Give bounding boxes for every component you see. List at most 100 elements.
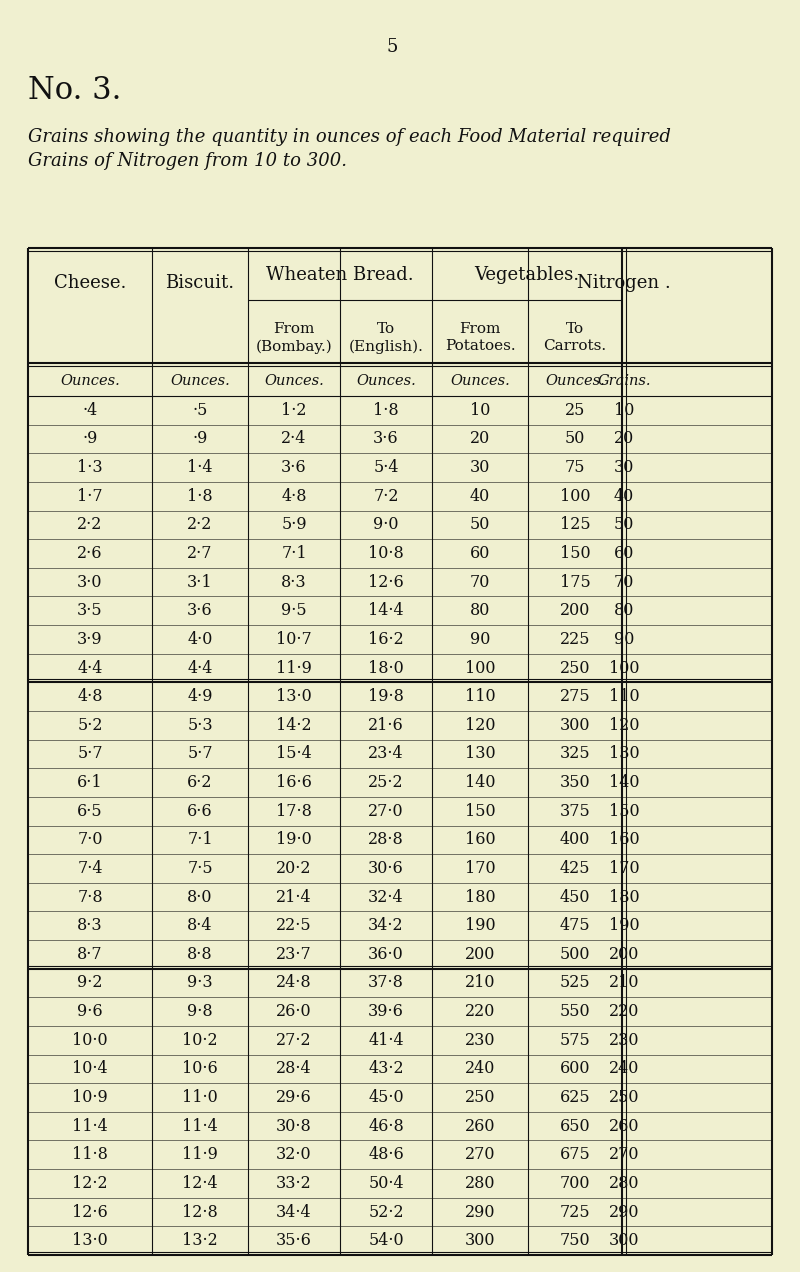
Text: 225: 225 [560, 631, 590, 647]
Text: 13·0: 13·0 [276, 688, 312, 705]
Text: 8·0: 8·0 [187, 889, 213, 906]
Text: 10·9: 10·9 [72, 1089, 108, 1107]
Text: 10·0: 10·0 [72, 1032, 108, 1048]
Text: 34·4: 34·4 [276, 1203, 312, 1221]
Text: 280: 280 [609, 1175, 639, 1192]
Text: 175: 175 [560, 574, 590, 590]
Text: 230: 230 [609, 1032, 639, 1048]
Text: 125: 125 [560, 516, 590, 533]
Text: 19·0: 19·0 [276, 832, 312, 848]
Text: 70: 70 [614, 574, 634, 590]
Text: 8·7: 8·7 [77, 946, 103, 963]
Text: 14·2: 14·2 [276, 717, 312, 734]
Text: 39·6: 39·6 [368, 1004, 404, 1020]
Text: To
Carrots.: To Carrots. [543, 322, 606, 354]
Text: 130: 130 [465, 745, 495, 762]
Text: From
(Bombay.): From (Bombay.) [256, 322, 332, 354]
Text: 80: 80 [470, 602, 490, 619]
Text: Ounces.: Ounces. [264, 374, 324, 388]
Text: 475: 475 [560, 917, 590, 934]
Text: 5·7: 5·7 [77, 745, 103, 762]
Text: 120: 120 [609, 717, 639, 734]
Text: 10·6: 10·6 [182, 1061, 218, 1077]
Text: 180: 180 [609, 889, 639, 906]
Text: 260: 260 [465, 1118, 495, 1135]
Text: 50: 50 [614, 516, 634, 533]
Text: 25: 25 [565, 402, 585, 418]
Text: 8·8: 8·8 [187, 946, 213, 963]
Text: 4·0: 4·0 [187, 631, 213, 647]
Text: 11·9: 11·9 [182, 1146, 218, 1164]
Text: 180: 180 [465, 889, 495, 906]
Text: 36·0: 36·0 [368, 946, 404, 963]
Text: 10: 10 [614, 402, 634, 418]
Text: 220: 220 [465, 1004, 495, 1020]
Text: 9·2: 9·2 [78, 974, 102, 991]
Text: ·9: ·9 [82, 430, 98, 448]
Text: 13·2: 13·2 [182, 1233, 218, 1249]
Text: 40: 40 [470, 487, 490, 505]
Text: 30·8: 30·8 [276, 1118, 312, 1135]
Text: 270: 270 [465, 1146, 495, 1164]
Text: 19·8: 19·8 [368, 688, 404, 705]
Text: ·4: ·4 [82, 402, 98, 418]
Text: Ounces.: Ounces. [60, 374, 120, 388]
Text: 250: 250 [609, 1089, 639, 1107]
Text: 10: 10 [470, 402, 490, 418]
Text: 6·6: 6·6 [187, 803, 213, 819]
Text: 210: 210 [465, 974, 495, 991]
Text: 375: 375 [560, 803, 590, 819]
Text: 5: 5 [386, 38, 398, 56]
Text: 10·2: 10·2 [182, 1032, 218, 1048]
Text: 120: 120 [465, 717, 495, 734]
Text: 130: 130 [609, 745, 639, 762]
Text: 675: 675 [560, 1146, 590, 1164]
Text: 6·2: 6·2 [187, 775, 213, 791]
Text: 400: 400 [560, 832, 590, 848]
Text: 725: 725 [560, 1203, 590, 1221]
Text: Nitrogen .: Nitrogen . [577, 273, 671, 293]
Text: 1·2: 1·2 [282, 402, 306, 418]
Text: 10·4: 10·4 [72, 1061, 108, 1077]
Text: 450: 450 [560, 889, 590, 906]
Text: ·5: ·5 [192, 402, 208, 418]
Text: 21·6: 21·6 [368, 717, 404, 734]
Text: 5·2: 5·2 [78, 717, 102, 734]
Text: 28·8: 28·8 [368, 832, 404, 848]
Text: 3·6: 3·6 [187, 602, 213, 619]
Text: 100: 100 [609, 659, 639, 677]
Text: Vegetables.: Vegetables. [474, 266, 579, 284]
Text: 2·2: 2·2 [187, 516, 213, 533]
Text: 7·1: 7·1 [187, 832, 213, 848]
Text: Grains.: Grains. [598, 374, 650, 388]
Text: 300: 300 [609, 1233, 639, 1249]
Text: 100: 100 [465, 659, 495, 677]
Text: 12·4: 12·4 [182, 1175, 218, 1192]
Text: 2·7: 2·7 [187, 544, 213, 562]
Text: Biscuit.: Biscuit. [166, 273, 234, 293]
Text: 2·6: 2·6 [78, 544, 102, 562]
Text: 100: 100 [560, 487, 590, 505]
Text: 22·5: 22·5 [276, 917, 312, 934]
Text: 6·1: 6·1 [77, 775, 103, 791]
Text: Ounces.: Ounces. [450, 374, 510, 388]
Text: 110: 110 [465, 688, 495, 705]
Text: 7·4: 7·4 [78, 860, 102, 876]
Text: ·9: ·9 [192, 430, 208, 448]
Text: 46·8: 46·8 [368, 1118, 404, 1135]
Text: 35·6: 35·6 [276, 1233, 312, 1249]
Text: 23·4: 23·4 [368, 745, 404, 762]
Text: 260: 260 [609, 1118, 639, 1135]
Text: 300: 300 [465, 1233, 495, 1249]
Text: 50·4: 50·4 [368, 1175, 404, 1192]
Text: Grains of Nitrogen from 10 to 300.: Grains of Nitrogen from 10 to 300. [28, 151, 347, 170]
Text: 5·7: 5·7 [187, 745, 213, 762]
Text: 270: 270 [609, 1146, 639, 1164]
Text: 3·9: 3·9 [77, 631, 103, 647]
Text: 11·4: 11·4 [72, 1118, 108, 1135]
Text: Ounces.: Ounces. [170, 374, 230, 388]
Text: 750: 750 [560, 1233, 590, 1249]
Text: 90: 90 [614, 631, 634, 647]
Text: 9·8: 9·8 [187, 1004, 213, 1020]
Text: 2·2: 2·2 [78, 516, 102, 533]
